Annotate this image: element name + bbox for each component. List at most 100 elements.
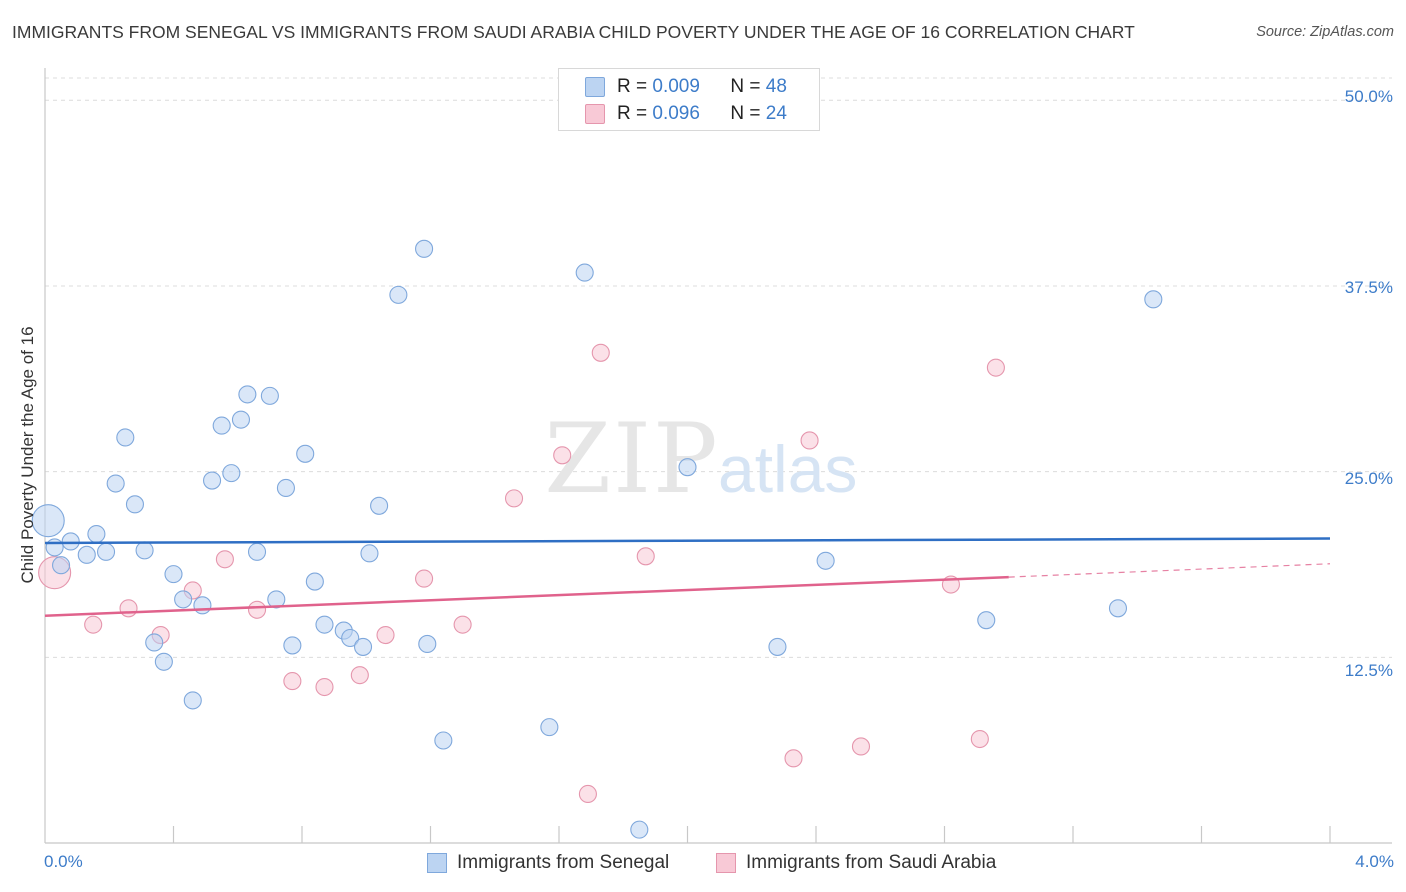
bottom-legend-senegal[interactable]: Immigrants from Senegal xyxy=(427,852,669,874)
senegal-point xyxy=(222,464,241,483)
senegal-r-label: R = xyxy=(617,76,648,97)
chart-title: IMMIGRANTS FROM SENEGAL VS IMMIGRANTS FR… xyxy=(12,22,1135,42)
legend-row-saudi: R = 0.096 N = 24 xyxy=(585,103,787,125)
senegal-point xyxy=(267,590,286,609)
saudi-legend-label: Immigrants from Saudi Arabia xyxy=(746,852,997,873)
y-tick-label: 25.0% xyxy=(1344,469,1393,488)
senegal-point xyxy=(231,410,251,429)
senegal-points xyxy=(31,239,1163,839)
saudi-point xyxy=(970,729,989,749)
senegal-point xyxy=(238,385,257,404)
saudi-point xyxy=(215,550,234,569)
senegal-point xyxy=(87,524,106,544)
grid-lines xyxy=(45,77,1392,658)
senegal-point xyxy=(977,611,996,630)
senegal-point xyxy=(135,541,154,560)
axes xyxy=(44,68,1392,844)
saudi-points xyxy=(38,343,1005,804)
senegal-point xyxy=(575,263,594,282)
senegal-point xyxy=(164,565,183,584)
senegal-point xyxy=(370,496,389,515)
senegal-point xyxy=(341,628,360,648)
senegal-point xyxy=(145,633,164,652)
senegal-n-label: N = xyxy=(730,76,761,97)
saudi-point xyxy=(119,599,138,618)
senegal-point xyxy=(193,596,212,615)
y-tick-label: 37.5% xyxy=(1344,278,1393,297)
senegal-point xyxy=(203,471,222,490)
senegal-point xyxy=(389,285,408,304)
saudi-point xyxy=(84,615,103,634)
senegal-point xyxy=(305,572,324,591)
senegal-point xyxy=(1108,599,1128,618)
watermark-atlas: atlas xyxy=(718,432,857,506)
saudi-trend-extension xyxy=(1008,563,1331,578)
senegal-point xyxy=(247,542,267,561)
senegal-point xyxy=(1144,290,1163,309)
senegal-point xyxy=(174,590,193,609)
saudi-swatch xyxy=(585,104,605,124)
saudi-point xyxy=(247,600,267,619)
saudi-point xyxy=(315,677,334,697)
saudi-point xyxy=(578,784,597,804)
saudi-point xyxy=(553,446,572,465)
bottom-legend-saudi[interactable]: Immigrants from Saudi Arabia xyxy=(716,852,996,874)
saudi-point xyxy=(504,489,524,508)
senegal-point xyxy=(276,478,295,498)
senegal-point xyxy=(116,428,135,447)
saudi-n-label: N = xyxy=(730,103,761,124)
y-axis-label: Child Poverty Under the Age of 16 xyxy=(18,326,37,584)
senegal-r-value: 0.009 xyxy=(652,76,700,97)
saudi-point xyxy=(800,431,819,450)
senegal-point xyxy=(106,474,125,493)
senegal-point xyxy=(77,545,96,564)
senegal-point xyxy=(183,691,202,710)
senegal-point xyxy=(45,538,64,557)
source-label: Source: ZipAtlas.com xyxy=(1256,24,1394,40)
saudi-point xyxy=(350,666,369,685)
senegal-legend-swatch xyxy=(427,853,447,873)
senegal-trend-line xyxy=(44,537,1331,545)
senegal-point xyxy=(540,718,559,737)
senegal-point xyxy=(418,634,437,654)
senegal-point xyxy=(52,556,71,575)
senegal-point xyxy=(125,495,144,514)
saudi-r-label: R = xyxy=(617,103,648,124)
senegal-point xyxy=(630,820,649,839)
senegal-swatch xyxy=(585,77,605,97)
senegal-point xyxy=(315,615,334,634)
senegal-legend-label: Immigrants from Senegal xyxy=(457,852,670,873)
senegal-point xyxy=(768,637,787,656)
senegal-point xyxy=(154,652,173,671)
x-tick-label-min: 0.0% xyxy=(44,852,83,871)
saudi-trend-line xyxy=(44,575,1009,617)
legend-row-senegal: R = 0.009 N = 48 xyxy=(585,76,787,98)
saudi-point xyxy=(283,672,302,691)
zipatlas-watermark: ZIP atlas xyxy=(544,403,857,515)
senegal-point xyxy=(283,636,302,655)
saudi-r-value: 0.096 xyxy=(652,103,700,124)
saudi-point xyxy=(784,749,803,768)
senegal-point xyxy=(31,504,65,538)
senegal-point xyxy=(296,444,315,463)
saudi-n-value: 24 xyxy=(765,103,787,124)
saudi-point xyxy=(986,358,1005,377)
saudi-point xyxy=(376,625,395,645)
senegal-point xyxy=(434,731,453,750)
senegal-point xyxy=(61,532,80,551)
senegal-point xyxy=(96,542,116,561)
saudi-point xyxy=(453,615,472,634)
saudi-point xyxy=(591,343,610,362)
watermark-zip: ZIP xyxy=(544,403,719,515)
trend-lines xyxy=(44,537,1331,617)
saudi-point xyxy=(415,569,434,588)
y-tick-label: 50.0% xyxy=(1344,87,1393,106)
x-tick-label-max: 4.0% xyxy=(1355,852,1394,871)
senegal-point xyxy=(212,416,231,435)
saudi-point xyxy=(636,547,655,566)
senegal-point xyxy=(415,239,434,258)
senegal-point xyxy=(353,637,373,656)
senegal-point xyxy=(678,458,697,477)
senegal-n-value: 48 xyxy=(765,76,787,97)
